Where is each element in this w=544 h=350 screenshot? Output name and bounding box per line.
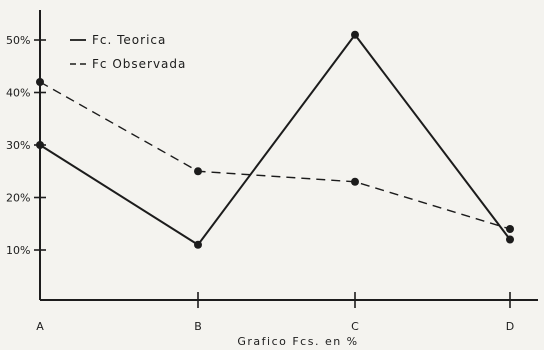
data-point [194, 240, 202, 249]
y-tick-label: 50% [6, 34, 30, 47]
legend-label: Fc Observada [92, 57, 186, 71]
x-tick-label: A [36, 320, 44, 333]
x-tick-label: C [351, 320, 359, 333]
data-point [36, 78, 44, 86]
y-tick-label: 30% [6, 139, 30, 152]
y-tick-label: 20% [6, 192, 30, 205]
y-tick-label: 10% [6, 244, 30, 257]
series-2 [36, 78, 514, 233]
x-tick-label: D [506, 320, 514, 333]
series [36, 30, 514, 249]
data-point [506, 225, 514, 233]
x-tick-label: B [194, 320, 202, 333]
data-point [506, 235, 514, 244]
data-point [351, 30, 359, 39]
data-point [36, 141, 44, 149]
series-line [39, 33, 511, 246]
data-point [351, 177, 359, 186]
axes [39, 10, 538, 301]
legend-label: Fc. Teorica [92, 33, 166, 47]
legend: Fc. Teorica Fc Observada [70, 33, 186, 71]
series-1 [36, 30, 514, 249]
series-line [39, 81, 511, 230]
ticks: 10% 20% 30% 40% 50% A B C D [6, 34, 514, 333]
data-point [194, 167, 202, 176]
y-tick-label: 40% [6, 87, 30, 100]
x-axis-label: Grafico Fcs. en % [237, 335, 358, 348]
